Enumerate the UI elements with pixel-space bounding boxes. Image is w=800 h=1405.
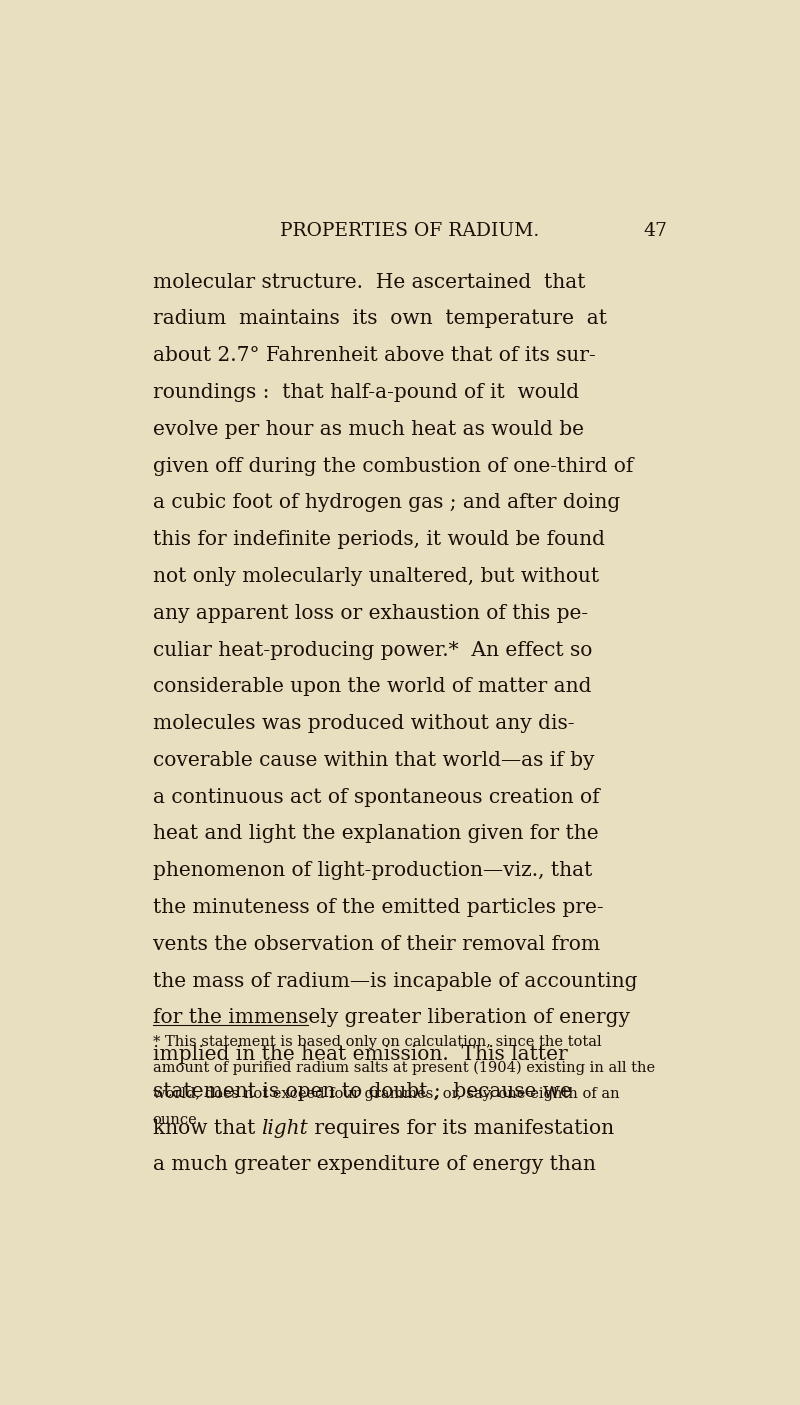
Text: molecules was produced without any dis-: molecules was produced without any dis- [153,714,574,733]
Text: amount of purified radium salts at present (1904) existing in all the: amount of purified radium salts at prese… [153,1061,655,1075]
Text: considerable upon the world of matter and: considerable upon the world of matter an… [153,677,591,697]
Text: phenomenon of light-production—viz., that: phenomenon of light-production—viz., tha… [153,861,592,880]
Text: ounce.: ounce. [153,1113,202,1127]
Text: vents the observation of their removal from: vents the observation of their removal f… [153,934,600,954]
Text: molecular structure.  He ascertained  that: molecular structure. He ascertained that [153,273,586,292]
Text: any apparent loss or exhaustion of this pe-: any apparent loss or exhaustion of this … [153,604,588,622]
Text: coverable cause within that world—as if by: coverable cause within that world—as if … [153,750,594,770]
Text: statement is open to doubt ;  because we: statement is open to doubt ; because we [153,1082,571,1102]
Text: radium  maintains  its  own  temperature  at: radium maintains its own temperature at [153,309,606,329]
Text: about 2.7° Fahrenheit above that of its sur-: about 2.7° Fahrenheit above that of its … [153,346,595,365]
Text: implied in the heat emission.  This latter: implied in the heat emission. This latte… [153,1045,567,1064]
Text: the minuteness of the emitted particles pre-: the minuteness of the emitted particles … [153,898,603,917]
Text: culiar heat-producing power.*  An effect so: culiar heat-producing power.* An effect … [153,641,592,659]
Text: requires for its manifestation: requires for its manifestation [308,1118,614,1138]
Text: a much greater expenditure of energy than: a much greater expenditure of energy tha… [153,1155,595,1175]
Text: given off during the combustion of one-third of: given off during the combustion of one-t… [153,457,633,476]
Text: roundings :  that half-a-pound of it  would: roundings : that half-a-pound of it woul… [153,384,579,402]
Text: know that: know that [153,1118,262,1138]
Text: 47: 47 [643,222,667,240]
Text: a cubic foot of hydrogen gas ; and after doing: a cubic foot of hydrogen gas ; and after… [153,493,620,513]
Text: PROPERTIES OF RADIUM.: PROPERTIES OF RADIUM. [280,222,540,240]
Text: world, does not exceed four grammes, or, say, one-eighth of an: world, does not exceed four grammes, or,… [153,1086,619,1100]
Text: not only molecularly unaltered, but without: not only molecularly unaltered, but with… [153,568,599,586]
Text: the mass of radium—is incapable of accounting: the mass of radium—is incapable of accou… [153,972,638,991]
Text: light: light [262,1118,308,1138]
Text: this for indefinite periods, it would be found: this for indefinite periods, it would be… [153,530,605,549]
Text: for the immensely greater liberation of energy: for the immensely greater liberation of … [153,1009,630,1027]
Text: * This statement is based only on calculation, since the total: * This statement is based only on calcul… [153,1034,602,1048]
Text: evolve per hour as much heat as would be: evolve per hour as much heat as would be [153,420,584,438]
Text: heat and light the explanation given for the: heat and light the explanation given for… [153,825,598,843]
Text: a continuous act of spontaneous creation of: a continuous act of spontaneous creation… [153,788,599,806]
